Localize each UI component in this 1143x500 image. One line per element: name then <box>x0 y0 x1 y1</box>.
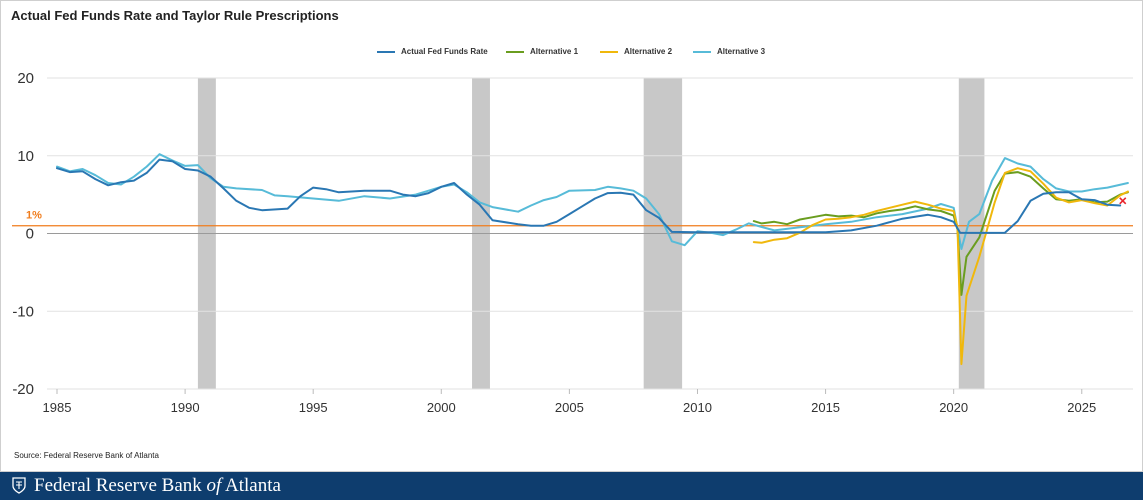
y-axis-ticks: 20 10 0 -10 -20 <box>12 70 34 398</box>
reference-line-group: 1% <box>12 210 1133 227</box>
y-tick-label: -20 <box>12 381 34 398</box>
y-tick-label: -10 <box>12 303 34 320</box>
x-tick-label: 1985 <box>43 400 72 415</box>
y-tick-label: 10 <box>17 148 34 165</box>
y-tick-label: 20 <box>17 70 34 87</box>
legend-swatch-alt2 <box>600 50 618 53</box>
latest-point-marker <box>1119 197 1127 205</box>
x-tick-label: 2000 <box>427 400 456 415</box>
reference-line-label: 1% <box>26 210 42 222</box>
legend-label-actual: Actual Fed Funds Rate <box>401 47 488 56</box>
legend-label-alt3: Alternative 3 <box>717 47 766 56</box>
x-tick-label: 2015 <box>811 400 840 415</box>
y-tick-label: 0 <box>26 226 34 243</box>
x-axis-ticks: 1985 1990 1995 2000 2005 2010 2015 2020 2025 <box>43 389 1096 415</box>
footer-brand-pre: Federal Reserve Bank <box>34 475 202 496</box>
legend-swatch-actual <box>377 50 395 53</box>
x-tick-label: 2020 <box>939 400 968 415</box>
x-tick-label: 2005 <box>555 400 584 415</box>
x-tick-label: 2025 <box>1067 400 1096 415</box>
x-tick-label: 1990 <box>171 400 200 415</box>
legend-item-actual[interactable]: Actual Fed Funds Rate <box>377 47 488 56</box>
series-line-actual-fed-funds-rate <box>56 158 1122 234</box>
legend-label-alt1: Alternative 1 <box>530 47 579 56</box>
footer-brand-post: Atlanta <box>225 475 281 496</box>
chart-plot: 1% 1985 1990 1995 2000 2005 2010 2015 2020 2025 … <box>12 70 1133 415</box>
eagle-logo-icon <box>12 477 26 494</box>
chart-frame <box>0 0 1143 472</box>
footer-brand[interactable]: Federal Reserve Bank of Atlanta <box>34 475 281 497</box>
chart-title: Actual Fed Funds Rate and Taylor Rule Pr… <box>11 8 339 23</box>
chart-legend: Actual Fed Funds Rate Alternative 1 Alte… <box>0 47 1143 61</box>
grid-lines <box>47 77 1133 390</box>
series-line-alternative-2 <box>752 167 1129 366</box>
legend-item-alt1[interactable]: Alternative 1 <box>506 47 578 56</box>
legend-swatch-alt3 <box>693 50 711 53</box>
series-lines <box>56 153 1129 366</box>
legend-item-alt3[interactable]: Alternative 3 <box>693 47 765 56</box>
x-tick-label: 2010 <box>683 400 712 415</box>
x-tick-label: 1995 <box>299 400 328 415</box>
legend-swatch-alt1 <box>506 50 524 53</box>
legend-label-alt2: Alternative 2 <box>624 47 673 56</box>
footer-bar: Federal Reserve Bank of Atlanta <box>0 472 1143 500</box>
source-note: Source: Federal Reserve Bank of Atlanta <box>14 451 159 460</box>
series-line-alternative-3 <box>56 153 1129 250</box>
latest-marker-group <box>1119 197 1127 205</box>
legend-item-alt2[interactable]: Alternative 2 <box>600 47 672 56</box>
footer-brand-of: of <box>206 475 222 496</box>
